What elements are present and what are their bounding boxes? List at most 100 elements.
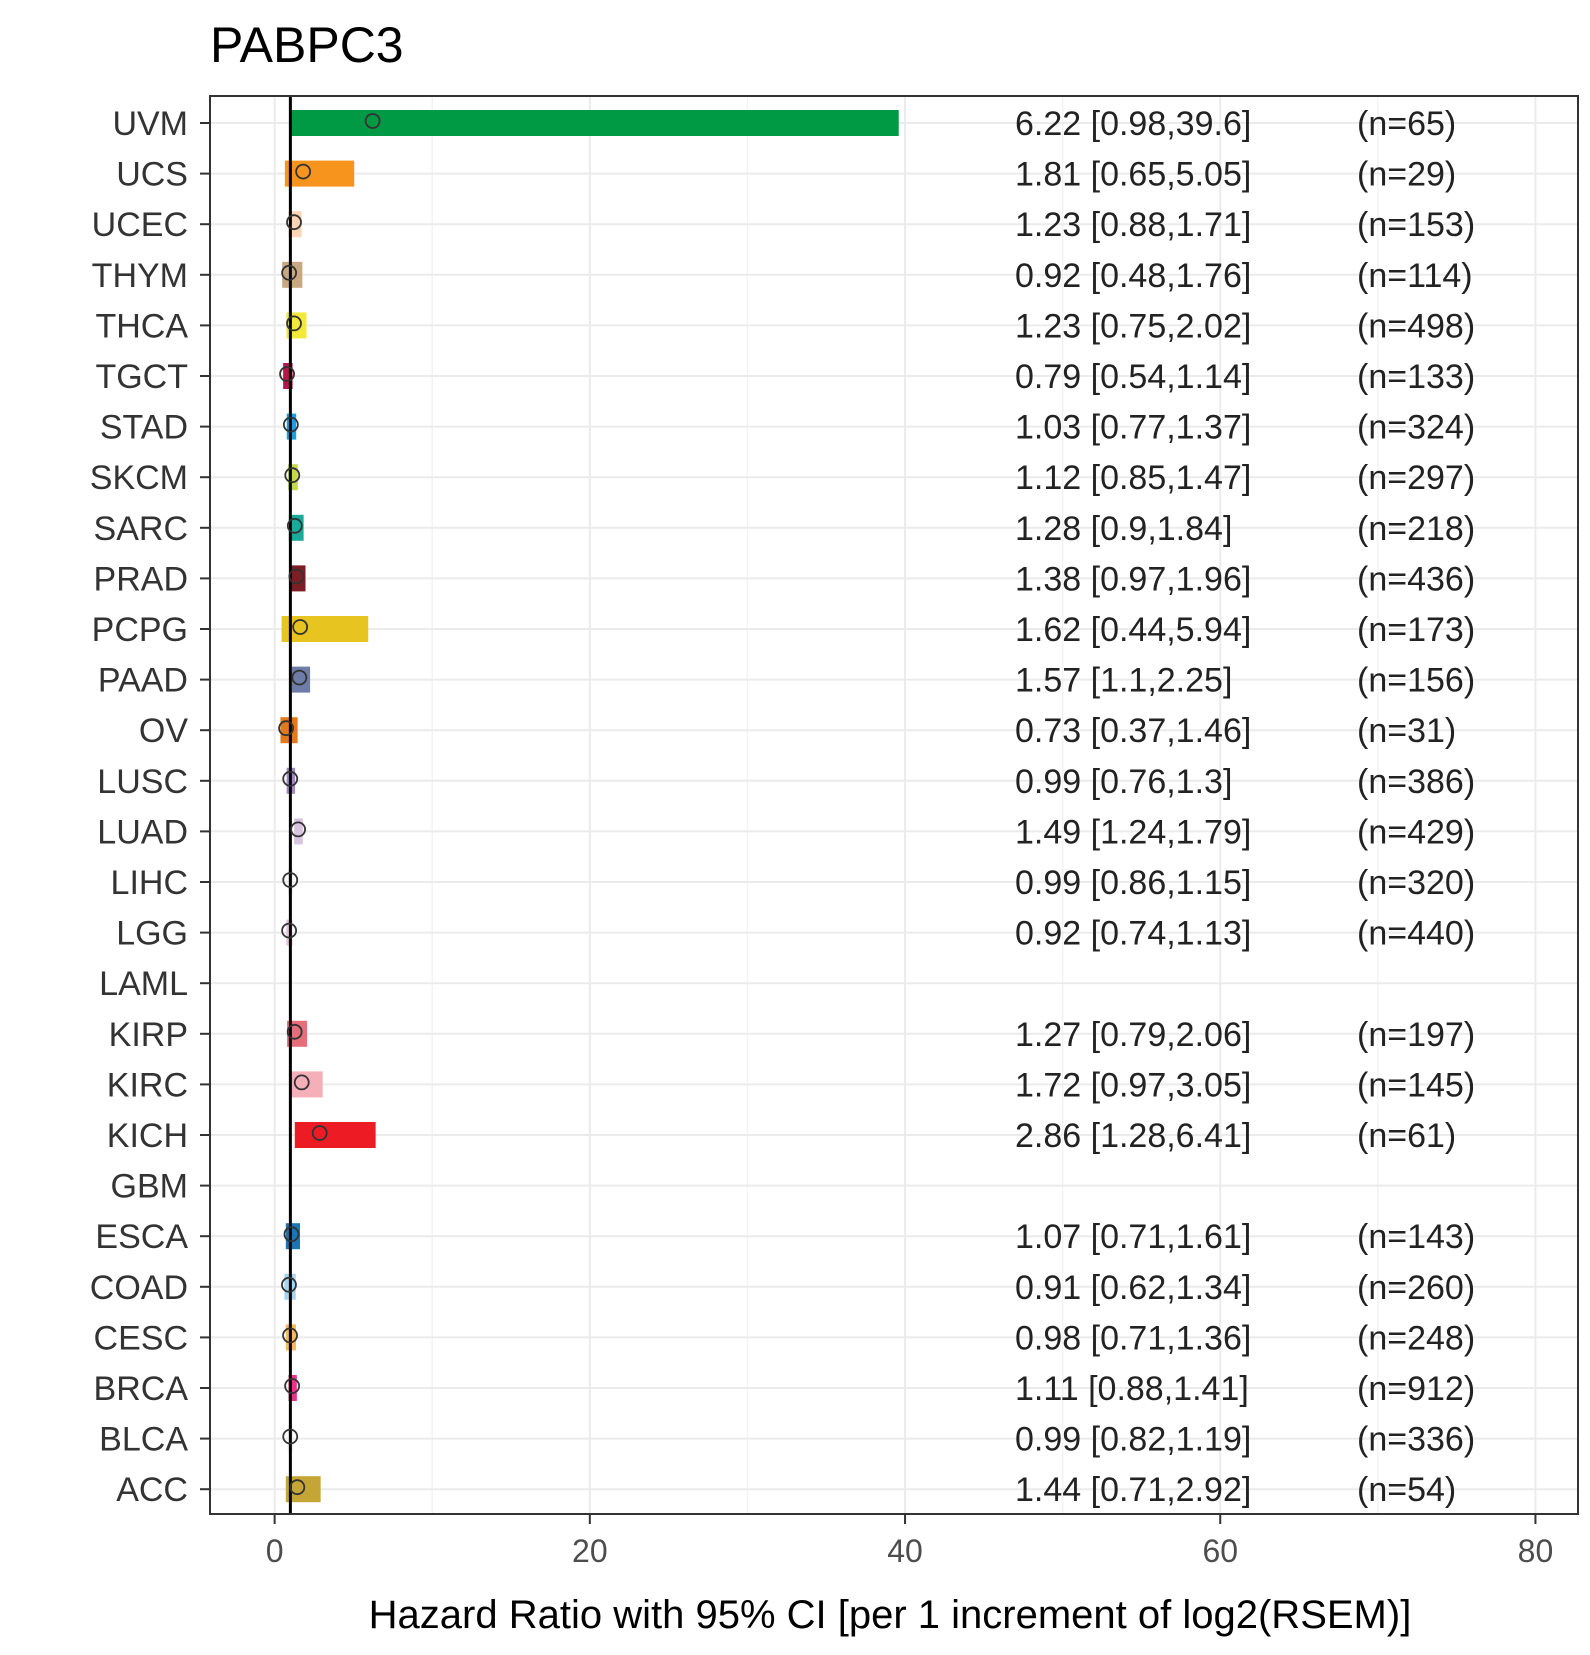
category-label: SKCM bbox=[90, 459, 188, 497]
category-label: KIRC bbox=[107, 1066, 188, 1104]
hr-point bbox=[282, 1327, 298, 1344]
hr-ci-label: 0.98 [0.71,1.36] bbox=[1015, 1319, 1251, 1357]
category-label: LIHC bbox=[111, 864, 188, 902]
ci-bar bbox=[288, 464, 298, 491]
hr-ci-label: 1.28 [0.9,1.84] bbox=[1015, 510, 1232, 548]
category-label: LUSC bbox=[97, 763, 188, 801]
hr-point bbox=[295, 163, 312, 180]
sample-size-label: (n=173) bbox=[1357, 611, 1475, 649]
hr-ci-label: 1.57 [1.1,2.25] bbox=[1015, 662, 1232, 700]
hr-point bbox=[289, 1479, 306, 1496]
hr-point bbox=[286, 517, 303, 534]
category-label: LGG bbox=[116, 915, 188, 953]
hr-ci-label: 0.92 [0.74,1.13] bbox=[1015, 915, 1251, 953]
hr-point bbox=[290, 821, 307, 838]
sample-size-label: (n=143) bbox=[1357, 1218, 1475, 1256]
hr-ci-label: 0.73 [0.37,1.46] bbox=[1015, 712, 1251, 750]
hr-point bbox=[283, 1226, 300, 1243]
chart-title: PABPC3 bbox=[210, 17, 404, 73]
sample-size-label: (n=498) bbox=[1357, 307, 1475, 345]
ci-bar bbox=[282, 261, 303, 288]
hr-ci-label: 0.99 [0.82,1.19] bbox=[1015, 1421, 1251, 1459]
x-tick-label: 20 bbox=[572, 1533, 608, 1569]
hr-ci-label: 1.07 [0.71,1.61] bbox=[1015, 1218, 1251, 1256]
ci-bar bbox=[281, 616, 369, 642]
hr-ci-label: 1.23 [0.88,1.71] bbox=[1015, 206, 1251, 244]
hr-point bbox=[364, 113, 381, 129]
ci-bar bbox=[284, 160, 355, 187]
sample-size-label: (n=429) bbox=[1357, 813, 1475, 851]
panel-border bbox=[209, 95, 1579, 1515]
hr-ci-label: 0.92 [0.48,1.76] bbox=[1015, 257, 1251, 295]
category-label: ESCA bbox=[95, 1218, 188, 1256]
text-layer: 6.22 [0.98,39.6] (n=65) 1.81 [0.65,5.05] (n… bbox=[1015, 105, 1475, 1509]
hr-point bbox=[281, 1276, 297, 1293]
category-label: TGCT bbox=[95, 358, 188, 396]
ci-bar bbox=[283, 363, 293, 389]
hr-ci-label: 1.12 [0.85,1.47] bbox=[1015, 459, 1251, 497]
hr-ci-label: 0.99 [0.86,1.15] bbox=[1015, 864, 1251, 902]
hr-ci-label: 1.81 [0.65,5.05] bbox=[1015, 156, 1251, 194]
sample-size-label: (n=248) bbox=[1357, 1319, 1475, 1357]
sample-size-label: (n=114) bbox=[1357, 257, 1473, 295]
axis-layer: UVM UCS UCEC THYM THCA TGCT STAD SKCM SARC PRAD PC… bbox=[90, 105, 1553, 1569]
category-label: LUAD bbox=[97, 813, 188, 851]
sample-size-label: (n=153) bbox=[1357, 206, 1475, 244]
ci-bar bbox=[290, 110, 899, 136]
grid-layer bbox=[210, 96, 1578, 1514]
sample-size-label: (n=260) bbox=[1357, 1269, 1475, 1307]
x-tick-label: 0 bbox=[266, 1533, 284, 1569]
category-label: THCA bbox=[95, 307, 188, 345]
hr-ci-label: 0.79 [0.54,1.14] bbox=[1015, 358, 1251, 396]
sample-size-label: (n=65) bbox=[1357, 105, 1456, 143]
point-layer bbox=[278, 113, 381, 1496]
category-label: SARC bbox=[94, 510, 188, 548]
hr-point bbox=[286, 214, 302, 231]
hr-point bbox=[278, 720, 295, 737]
hr-ci-label: 1.72 [0.97,3.05] bbox=[1015, 1066, 1251, 1104]
category-label: PCPG bbox=[92, 611, 188, 649]
hr-ci-label: 1.27 [0.79,2.06] bbox=[1015, 1016, 1251, 1054]
x-axis-title: Hazard Ratio with 95% CI [per 1 incremen… bbox=[369, 1593, 1412, 1637]
x-tick-label: 80 bbox=[1518, 1533, 1554, 1569]
category-label: BLCA bbox=[99, 1421, 188, 1459]
hr-point bbox=[291, 669, 308, 686]
category-label: UVM bbox=[112, 105, 188, 143]
category-label: LAML bbox=[99, 965, 188, 1003]
hr-point bbox=[293, 1074, 310, 1091]
category-label: BRCA bbox=[94, 1370, 189, 1408]
hr-ci-label: 6.22 [0.98,39.6] bbox=[1015, 105, 1251, 143]
sample-size-label: (n=61) bbox=[1357, 1117, 1456, 1155]
category-label: PRAD bbox=[94, 560, 188, 598]
ci-bar bbox=[288, 1375, 297, 1401]
hr-ci-label: 1.23 [0.75,2.02] bbox=[1015, 307, 1251, 345]
hr-ci-label: 1.44 [0.71,2.92] bbox=[1015, 1471, 1251, 1509]
sample-size-label: (n=31) bbox=[1357, 712, 1456, 750]
hr-point bbox=[311, 1125, 328, 1141]
hr-point bbox=[286, 315, 302, 332]
sample-size-label: (n=386) bbox=[1357, 763, 1475, 801]
sample-size-label: (n=145) bbox=[1357, 1066, 1475, 1104]
hr-point bbox=[279, 366, 295, 382]
category-label: OV bbox=[139, 712, 188, 750]
category-label: KICH bbox=[107, 1117, 188, 1155]
sample-size-label: (n=320) bbox=[1357, 864, 1475, 902]
hr-point bbox=[282, 1428, 299, 1445]
hr-point bbox=[286, 1023, 303, 1040]
sample-size-label: (n=29) bbox=[1357, 156, 1456, 194]
hr-ci-label: 1.62 [0.44,5.94] bbox=[1015, 611, 1251, 649]
sample-size-label: (n=197) bbox=[1357, 1016, 1475, 1054]
hr-point bbox=[292, 619, 309, 635]
hr-point bbox=[282, 770, 299, 787]
hr-point bbox=[282, 416, 299, 433]
sample-size-label: (n=218) bbox=[1357, 510, 1475, 548]
category-label: STAD bbox=[100, 409, 188, 447]
category-label: UCEC bbox=[92, 206, 188, 244]
sample-size-label: (n=54) bbox=[1357, 1471, 1456, 1509]
hr-ci-label: 0.99 [0.76,1.3] bbox=[1015, 763, 1232, 801]
hr-point bbox=[281, 922, 298, 939]
category-label: ACC bbox=[116, 1471, 188, 1509]
sample-size-label: (n=297) bbox=[1357, 459, 1475, 497]
